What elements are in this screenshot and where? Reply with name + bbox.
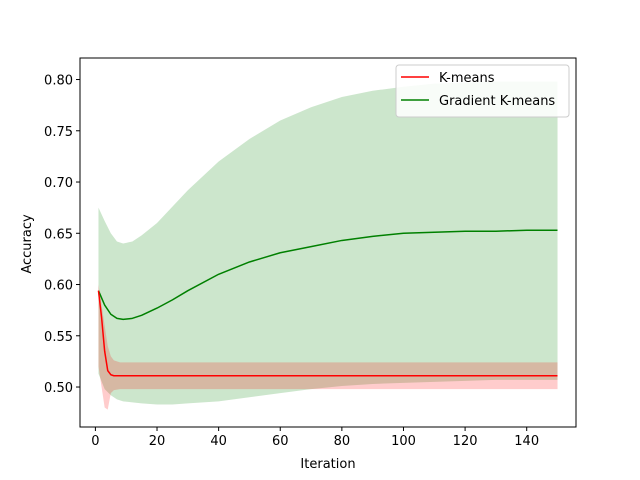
y-tick-label: 0.60 [44, 279, 73, 294]
x-tick-label: 100 [391, 434, 416, 449]
legend-label-k-means: K-means [439, 71, 495, 86]
y-tick-label: 0.75 [44, 125, 73, 140]
x-tick-label: 120 [453, 434, 478, 449]
plot-frame [79, 57, 577, 428]
y-tick-label: 0.70 [44, 176, 73, 191]
x-tick-label: 0 [91, 434, 99, 449]
legend-box [395, 64, 570, 118]
k-means-confidence-band [98, 284, 558, 410]
x-tick-label: 40 [210, 434, 227, 449]
plot-bands [98, 81, 558, 410]
y-axis: 0.50 0.55 0.60 0.65 0.70 0.75 0.80 [44, 74, 80, 396]
x-axis: 0 20 40 60 80 100 120 140 [91, 427, 539, 449]
plot-lines [97, 229, 558, 377]
x-tick-label: 20 [149, 434, 166, 449]
x-tick-label: 80 [334, 434, 351, 449]
y-tick-label: 0.50 [44, 381, 73, 396]
legend: K-means Gradient K-means [395, 64, 570, 118]
x-axis-label: Iteration [300, 457, 355, 472]
k-means-line [97, 290, 558, 377]
y-axis-label: Accuracy [20, 214, 35, 274]
x-tick-label: 140 [514, 434, 539, 449]
y-tick-label: 0.55 [44, 330, 73, 345]
gradient-k-means-line [97, 229, 558, 321]
y-tick-label: 0.80 [44, 74, 73, 89]
x-tick-label: 60 [272, 434, 289, 449]
legend-label-gradient-k-means: Gradient K-means [439, 94, 555, 109]
y-tick-label: 0.65 [44, 227, 73, 242]
